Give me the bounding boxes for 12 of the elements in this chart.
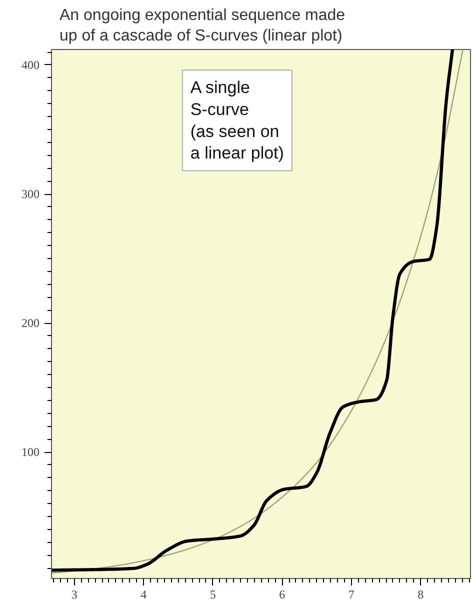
x-tick-label: 4 — [140, 588, 147, 602]
x-tick-label: 8 — [418, 588, 424, 602]
annotation: A single S-curve (as seen on a linear plot) — [190, 78, 284, 163]
x-tick-label: 5 — [210, 588, 216, 602]
y-tick-label: 100 — [22, 445, 40, 460]
x-tick-label: 3 — [71, 588, 78, 602]
y-tick-label: 300 — [22, 187, 40, 202]
x-tick-label: 6 — [279, 588, 286, 602]
y-tick-label: 200 — [22, 316, 40, 330]
chart-title: An ongoing exponential sequence made up of a cascade of S-curves (linear plot) — [60, 7, 346, 44]
x-tick-label: 7 — [348, 588, 354, 602]
y-tick-label: 400 — [22, 58, 40, 72]
